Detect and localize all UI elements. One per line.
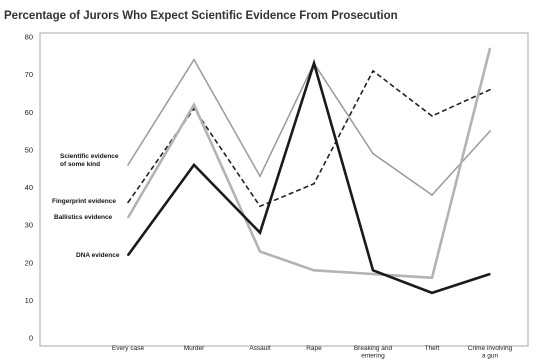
data-point	[372, 152, 374, 155]
y-tick-label: 70	[25, 70, 33, 79]
x-axis: Every case Murder Assault Rape Breaking and e…	[112, 345, 513, 360]
data-point	[193, 103, 195, 106]
series-group	[126, 47, 492, 295]
series-label: DNA evidence	[76, 252, 120, 259]
y-tick-label: 80	[25, 33, 33, 42]
y-tick-label: 30	[25, 221, 33, 230]
series-label-line: Ballistics evidence	[54, 214, 113, 221]
data-point	[431, 277, 433, 279]
x-tick-label: Assault	[249, 345, 271, 352]
data-point	[489, 88, 491, 91]
data-point	[259, 250, 261, 253]
data-point	[127, 201, 129, 204]
series-label-line: of some kind	[60, 161, 100, 168]
data-point	[259, 205, 261, 208]
x-tick-label-line: Murder	[184, 345, 205, 352]
x-tick-label: Every case	[112, 345, 145, 352]
x-tick-label-line: entering	[361, 353, 385, 360]
data-point	[127, 254, 129, 256]
data-point	[259, 175, 261, 177]
series-label-line: DNA evidence	[76, 252, 120, 259]
series-label: Scientific evidence of some kind	[60, 153, 119, 168]
series-label: Ballistics evidence	[54, 214, 113, 221]
x-tick-label: Rape	[306, 345, 322, 352]
x-tick-label: Murder	[184, 345, 205, 352]
series-label: Fingerprint evidence	[52, 198, 116, 205]
data-point	[431, 194, 433, 196]
data-point	[259, 231, 261, 234]
series-labels: Scientific evidence of some kind Fingerpri…	[52, 153, 120, 259]
data-point	[313, 269, 315, 272]
x-tick-label: Breaking and entering	[354, 345, 393, 360]
data-point	[431, 292, 433, 294]
y-tick-label: 0	[29, 334, 33, 343]
x-tick-label-line: Every case	[112, 345, 145, 352]
data-point	[193, 58, 195, 61]
data-point	[372, 269, 374, 272]
y-tick-label: 10	[25, 296, 33, 305]
data-point	[313, 182, 315, 185]
y-tick-label: 40	[25, 183, 33, 192]
data-point	[489, 273, 491, 275]
x-tick-label-line: Assault	[249, 345, 271, 352]
y-tick-label: 60	[25, 108, 33, 117]
x-tick-label-line: Breaking and	[354, 345, 393, 352]
data-point	[489, 130, 491, 132]
series-label-line: Scientific evidence	[60, 153, 119, 160]
data-point	[127, 164, 129, 166]
data-point	[313, 62, 315, 65]
y-tick-label: 50	[25, 145, 33, 154]
data-point	[127, 216, 129, 219]
data-point	[431, 115, 433, 117]
y-tick-label: 20	[25, 258, 33, 267]
x-tick-label-line: Rape	[306, 345, 322, 352]
y-axis: 0 10 20 30 40 50 60 70 80	[25, 33, 33, 343]
data-point	[372, 70, 374, 72]
data-point	[193, 164, 195, 166]
x-tick-label-line: a gun	[482, 353, 499, 360]
x-tick-label: Theft	[425, 345, 440, 352]
chart-title: Percentage of Jurors Who Expect Scientif…	[4, 10, 398, 22]
data-point	[489, 47, 491, 50]
data-point	[372, 273, 374, 275]
x-tick-label: Crime involving a gun	[468, 345, 513, 360]
plot-frame	[39, 32, 529, 347]
series-label-line: Fingerprint evidence	[52, 198, 116, 205]
x-tick-label-line: Theft	[425, 345, 440, 352]
x-tick-label-line: Crime involving	[468, 345, 513, 352]
